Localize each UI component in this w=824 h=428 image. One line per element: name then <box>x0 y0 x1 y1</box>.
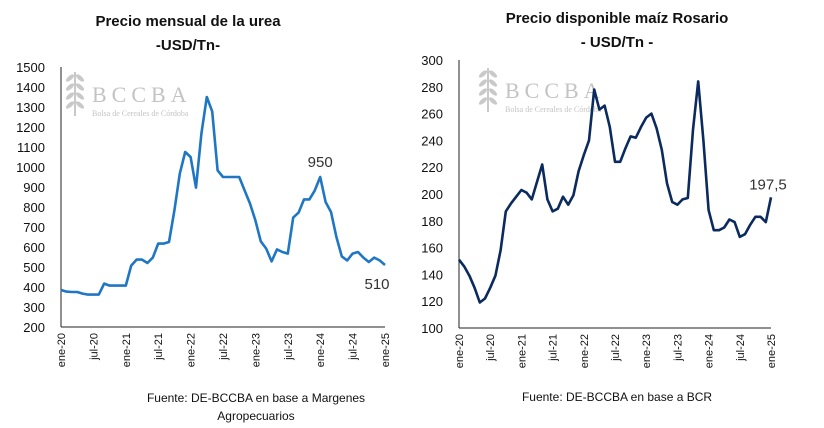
wheat-leaf <box>75 101 85 109</box>
x-tick-label: jul-24 <box>348 333 360 361</box>
x-tick-label: ene-20 <box>454 334 466 368</box>
y-tick-label: 600 <box>23 240 45 255</box>
logo-name: BCCBA <box>505 78 605 103</box>
x-tick-label: jul-20 <box>485 334 497 362</box>
wheat-leaf <box>75 74 85 82</box>
data-label: 950 <box>308 154 333 171</box>
x-tick-label: jul-21 <box>548 334 560 362</box>
series-line <box>60 95 386 296</box>
y-tick-label: 280 <box>421 80 443 95</box>
y-tick-label: 160 <box>421 241 443 256</box>
x-tick-label: ene-22 <box>186 333 198 367</box>
wheat-leaf <box>488 79 498 87</box>
y-tick-label: 260 <box>421 107 443 122</box>
wheat-leaf <box>65 101 75 109</box>
wheat-leaf <box>488 70 498 78</box>
chart-1: Precio mensual de la urea -USD/Tn- BCCBA Bo… <box>16 13 392 423</box>
wheat-leaf <box>478 70 488 78</box>
x-tick-label: jul-22 <box>218 333 230 361</box>
y-tick-label: 1200 <box>16 120 45 135</box>
x-tick-label: ene-24 <box>704 334 716 368</box>
x-tick-label: jul-21 <box>153 333 165 361</box>
x-tick-label: ene-21 <box>516 334 528 368</box>
wheat-leaf <box>478 97 488 105</box>
wheat-leaf <box>478 79 488 87</box>
y-tick-label: 120 <box>421 294 443 309</box>
wheat-leaf <box>75 92 85 100</box>
x-tick-label: ene-22 <box>579 334 591 368</box>
chart-2: Precio disponible maíz Rosario - USD/Tn -… <box>421 10 786 404</box>
x-tick-label: ene-20 <box>56 333 68 367</box>
wheat-leaf <box>478 88 488 96</box>
y-tick-label: 1400 <box>16 80 45 95</box>
y-tick-label: 220 <box>421 160 443 175</box>
bccba-logo: BCCBA Bolsa de Cereales de Córdoba <box>478 68 605 114</box>
logo-subtitle: Bolsa de Cereales de Córdoba <box>505 105 602 114</box>
wheat-leaf <box>65 92 75 100</box>
x-tick-label: jul-23 <box>283 333 295 361</box>
x-tick-label: ene-23 <box>641 334 653 368</box>
y-tick-label: 700 <box>23 220 45 235</box>
x-tick-label: jul-24 <box>735 334 747 362</box>
y-tick-label: 240 <box>421 133 443 148</box>
wheat-leaf <box>488 88 498 96</box>
y-tick-label: 1500 <box>16 60 45 75</box>
x-tick-label: ene-25 <box>380 333 392 367</box>
x-tick-label: ene-23 <box>250 333 262 367</box>
x-tick-label: jul-23 <box>672 334 684 362</box>
y-tick-label: 400 <box>23 280 45 295</box>
chart-title: - USD/Tn - <box>581 34 654 51</box>
y-tick-label: 900 <box>23 180 45 195</box>
source-note: Agropecuarios <box>217 409 294 423</box>
logo-name: BCCBA <box>92 82 192 107</box>
source-note: Fuente: DE-BCCBA en base a BCR <box>522 390 712 404</box>
chart-title: Precio disponible maíz Rosario <box>506 10 729 27</box>
y-tick-label: 100 <box>421 321 443 336</box>
y-tick-label: 1100 <box>17 140 45 155</box>
wheat-leaf <box>488 97 498 105</box>
data-label: 197,5 <box>749 176 787 193</box>
wheat-leaf <box>75 83 85 91</box>
wheat-leaf <box>65 83 75 91</box>
bccba-logo: BCCBA Bolsa de Cereales de Córdoba <box>65 72 192 118</box>
y-tick-label: 300 <box>23 300 45 315</box>
x-tick-label: jul-20 <box>88 333 100 361</box>
y-tick-label: 500 <box>23 260 45 275</box>
chart-title: -USD/Tn- <box>156 37 220 54</box>
x-tick-label: ene-21 <box>121 333 133 367</box>
chart-title: Precio mensual de la urea <box>95 13 281 30</box>
source-note: Fuente: DE-BCCBA en base a Margenes <box>147 391 365 405</box>
series-line <box>457 80 773 304</box>
y-tick-label: 1000 <box>16 160 45 175</box>
y-tick-label: 1300 <box>16 100 45 115</box>
logo-subtitle: Bolsa de Cereales de Córdoba <box>92 109 189 118</box>
y-tick-label: 200 <box>23 320 45 335</box>
y-tick-label: 140 <box>421 267 443 282</box>
y-tick-label: 300 <box>421 53 443 68</box>
data-label: 510 <box>364 276 389 293</box>
wheat-leaf <box>65 74 75 82</box>
y-tick-label: 180 <box>421 214 443 229</box>
y-tick-label: 800 <box>23 200 45 215</box>
x-tick-label: ene-24 <box>315 333 327 367</box>
x-tick-label: jul-22 <box>610 334 622 362</box>
y-tick-label: 200 <box>421 187 443 202</box>
x-tick-label: ene-25 <box>766 334 778 368</box>
